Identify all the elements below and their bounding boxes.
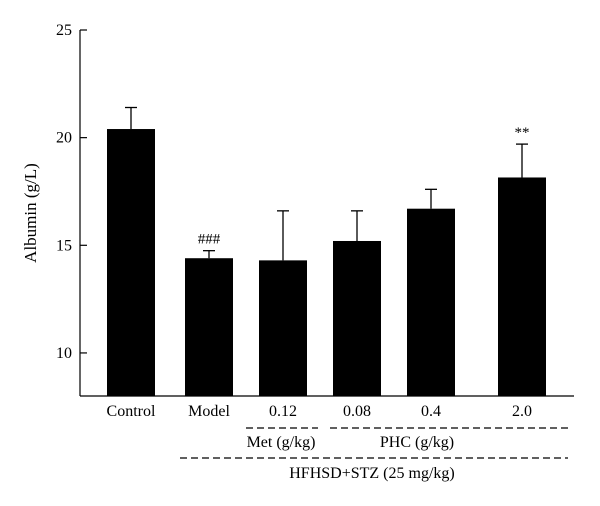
y-ticks: 10 15 20 25	[56, 22, 87, 362]
x-tick-label: 0.4	[421, 403, 441, 420]
bar	[407, 208, 455, 396]
x-tick-label: 2.0	[512, 403, 532, 420]
group-annotations: Met (g/kg) PHC (g/kg) HFHSD+STZ (25 mg/k…	[180, 427, 568, 482]
model-group-label: HFHSD+STZ (25 mg/kg)	[289, 465, 454, 482]
significance-label: ###	[198, 232, 221, 248]
met-group-label: Met (g/kg)	[247, 434, 316, 451]
x-tick-label: Control	[107, 403, 156, 420]
bar	[498, 177, 546, 396]
plot-area: ### **	[107, 106, 546, 397]
bar	[259, 260, 307, 396]
x-tick-label: 0.08	[343, 403, 371, 420]
axes	[79, 30, 574, 397]
y-tick-label: 20	[56, 130, 72, 147]
bar	[333, 240, 381, 396]
y-tick-label: 25	[56, 22, 72, 39]
y-tick-label: 15	[56, 237, 72, 254]
x-tick-label: Model	[188, 403, 230, 420]
y-tick-label: 10	[56, 345, 72, 362]
bar	[185, 258, 233, 396]
x-tick-labels: Control Model 0.12 0.08 0.4 2.0	[107, 403, 532, 420]
significance-label: **	[515, 125, 530, 141]
phc-group-label: PHC (g/kg)	[380, 434, 454, 451]
x-tick-label: 0.12	[269, 403, 297, 420]
y-axis-title: Albumin (g/L)	[21, 163, 40, 263]
bar	[107, 129, 155, 397]
